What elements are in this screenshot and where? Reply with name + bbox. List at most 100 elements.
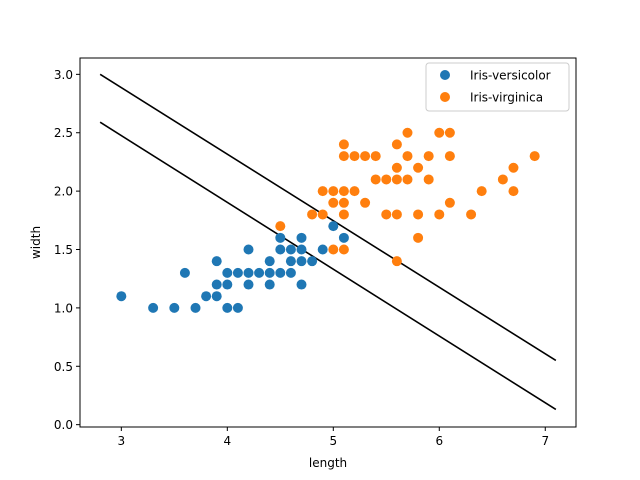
y-tick-label: 1.0: [54, 301, 73, 315]
data-point-versicolor: [317, 244, 328, 255]
y-tick-label: 2.5: [54, 126, 73, 140]
data-point-virginica: [360, 197, 371, 208]
data-point-virginica: [338, 139, 349, 150]
data-point-virginica: [391, 209, 402, 220]
data-point-virginica: [423, 151, 434, 162]
data-point-virginica: [307, 209, 318, 220]
x-tick-label: 4: [223, 434, 231, 448]
data-point-versicolor: [296, 232, 307, 243]
axes-frame: [79, 57, 577, 428]
data-point-virginica: [497, 174, 508, 185]
data-point-versicolor: [285, 267, 296, 278]
data-point-versicolor: [232, 302, 243, 313]
data-point-versicolor: [232, 267, 243, 278]
data-point-versicolor: [338, 232, 349, 243]
data-point-virginica: [434, 127, 445, 138]
x-tick-label: 3: [118, 434, 126, 448]
boundary-lines: [99, 73, 557, 411]
data-point-virginica: [349, 151, 360, 162]
data-point-versicolor: [275, 244, 286, 255]
data-point-virginica: [370, 174, 381, 185]
data-point-virginica: [508, 162, 519, 173]
data-point-virginica: [338, 186, 349, 197]
data-point-virginica: [349, 186, 360, 197]
x-tick-label: 6: [435, 434, 443, 448]
y-tick-label: 1.5: [54, 243, 73, 257]
data-point-virginica: [391, 162, 402, 173]
data-point-virginica: [381, 209, 392, 220]
data-point-virginica: [508, 186, 519, 197]
data-point-virginica: [434, 209, 445, 220]
data-point-versicolor: [275, 232, 286, 243]
data-point-virginica: [476, 186, 487, 197]
x-tick-label: 7: [541, 434, 549, 448]
data-point-versicolor: [211, 256, 222, 267]
data-point-virginica: [328, 197, 339, 208]
data-point-versicolor: [307, 256, 318, 267]
data-point-virginica: [529, 151, 540, 162]
data-point-virginica: [413, 232, 424, 243]
data-point-versicolor: [296, 279, 307, 290]
legend: Iris-versicolor Iris-virginica: [425, 62, 570, 112]
data-point-virginica: [444, 127, 455, 138]
data-point-versicolor: [328, 221, 339, 232]
data-point-versicolor: [285, 256, 296, 267]
y-tick-label: 2.0: [54, 185, 73, 199]
data-point-versicolor: [243, 279, 254, 290]
data-point-virginica: [413, 162, 424, 173]
data-point-versicolor: [222, 279, 233, 290]
data-point-versicolor: [222, 302, 233, 313]
legend-box: [425, 62, 570, 112]
data-point-virginica: [391, 174, 402, 185]
data-point-versicolor: [211, 291, 222, 302]
legend-label-virginica: Iris-virginica: [470, 91, 543, 105]
data-point-virginica: [338, 209, 349, 220]
data-point-virginica: [402, 127, 413, 138]
data-point-versicolor: [285, 244, 296, 255]
y-axis-ticks: 0.0 0.5 1.0 1.5 2.0 2.5 3.0: [54, 68, 80, 432]
boundary-line-2: [99, 121, 557, 411]
data-point-virginica: [328, 244, 339, 255]
data-point-virginica: [381, 174, 392, 185]
y-tick-label: 0.5: [54, 360, 73, 374]
data-point-virginica: [317, 209, 328, 220]
legend-marker-virginica: [440, 92, 450, 102]
legend-marker-versicolor: [440, 70, 450, 80]
data-point-virginica: [338, 151, 349, 162]
data-point-versicolor: [243, 267, 254, 278]
data-point-virginica: [370, 151, 381, 162]
data-point-virginica: [338, 197, 349, 208]
data-point-versicolor: [148, 302, 159, 313]
data-point-versicolor: [211, 279, 222, 290]
data-point-virginica: [338, 244, 349, 255]
x-tick-label: 5: [329, 434, 337, 448]
data-point-versicolor: [264, 267, 275, 278]
data-point-virginica: [328, 186, 339, 197]
data-point-virginica: [444, 151, 455, 162]
data-point-virginica: [275, 221, 286, 232]
data-point-versicolor: [190, 302, 201, 313]
data-point-virginica: [423, 174, 434, 185]
data-point-versicolor: [179, 267, 190, 278]
y-axis-label: width: [29, 226, 43, 259]
data-point-versicolor: [296, 244, 307, 255]
y-tick-label: 0.0: [54, 418, 73, 432]
data-point-virginica: [391, 139, 402, 150]
data-point-virginica: [466, 209, 477, 220]
data-point-virginica: [360, 151, 371, 162]
legend-label-versicolor: Iris-versicolor: [470, 69, 551, 83]
data-point-virginica: [402, 151, 413, 162]
data-point-versicolor: [264, 279, 275, 290]
x-axis-label: length: [309, 456, 347, 470]
data-point-versicolor: [296, 256, 307, 267]
data-point-versicolor: [222, 267, 233, 278]
data-point-virginica: [317, 186, 328, 197]
data-point-versicolor: [254, 267, 265, 278]
data-point-versicolor: [116, 291, 127, 302]
data-point-versicolor: [243, 244, 254, 255]
data-point-versicolor: [169, 302, 180, 313]
data-point-virginica: [391, 256, 402, 267]
data-point-virginica: [402, 174, 413, 185]
data-point-virginica: [413, 209, 424, 220]
